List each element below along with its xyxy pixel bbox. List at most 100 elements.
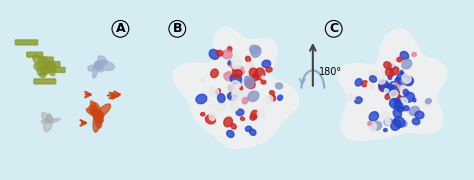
Ellipse shape [379, 80, 388, 92]
Ellipse shape [240, 117, 245, 120]
Ellipse shape [96, 104, 110, 118]
Ellipse shape [388, 64, 395, 69]
Ellipse shape [386, 86, 398, 96]
Ellipse shape [244, 87, 252, 95]
Ellipse shape [231, 55, 240, 65]
Ellipse shape [390, 89, 395, 94]
Ellipse shape [232, 85, 241, 92]
Ellipse shape [393, 109, 401, 118]
Ellipse shape [43, 57, 51, 71]
Ellipse shape [228, 84, 236, 94]
Ellipse shape [270, 91, 274, 95]
Ellipse shape [249, 129, 256, 135]
Ellipse shape [251, 46, 261, 57]
Ellipse shape [227, 72, 236, 80]
Ellipse shape [227, 71, 231, 77]
Ellipse shape [42, 65, 52, 75]
Ellipse shape [216, 89, 220, 94]
Ellipse shape [232, 87, 239, 94]
Ellipse shape [403, 92, 414, 102]
Ellipse shape [388, 85, 399, 95]
Ellipse shape [252, 73, 258, 81]
Ellipse shape [245, 76, 249, 80]
Ellipse shape [249, 68, 258, 78]
Ellipse shape [393, 94, 397, 98]
Ellipse shape [394, 94, 401, 103]
Ellipse shape [230, 64, 235, 68]
Ellipse shape [367, 82, 374, 89]
Ellipse shape [34, 63, 45, 71]
Ellipse shape [348, 94, 356, 101]
Ellipse shape [243, 93, 250, 99]
Ellipse shape [246, 126, 252, 132]
Ellipse shape [362, 81, 367, 87]
Ellipse shape [42, 112, 48, 121]
Ellipse shape [370, 71, 378, 78]
Ellipse shape [37, 68, 46, 77]
Ellipse shape [355, 79, 362, 86]
Ellipse shape [415, 111, 424, 119]
Ellipse shape [275, 83, 283, 89]
Ellipse shape [381, 67, 390, 76]
Ellipse shape [93, 111, 100, 132]
Ellipse shape [234, 89, 237, 93]
Ellipse shape [266, 67, 272, 72]
Ellipse shape [224, 72, 233, 81]
Ellipse shape [41, 120, 49, 123]
Ellipse shape [247, 91, 254, 99]
Ellipse shape [228, 47, 232, 52]
Ellipse shape [91, 101, 100, 121]
Ellipse shape [261, 80, 266, 84]
Ellipse shape [389, 60, 395, 67]
Ellipse shape [396, 99, 401, 103]
Ellipse shape [390, 82, 398, 89]
Ellipse shape [209, 50, 219, 59]
Ellipse shape [245, 76, 254, 88]
Ellipse shape [209, 113, 216, 120]
Ellipse shape [205, 115, 216, 124]
Ellipse shape [355, 97, 362, 103]
Ellipse shape [228, 85, 236, 91]
Text: A: A [116, 22, 125, 35]
Ellipse shape [224, 117, 232, 127]
Ellipse shape [92, 103, 102, 124]
Ellipse shape [367, 82, 373, 88]
Ellipse shape [405, 77, 413, 86]
Ellipse shape [395, 87, 399, 90]
Ellipse shape [396, 84, 401, 89]
Ellipse shape [394, 101, 403, 110]
Ellipse shape [385, 94, 390, 99]
FancyBboxPatch shape [15, 40, 37, 45]
FancyBboxPatch shape [27, 52, 43, 57]
Ellipse shape [376, 76, 385, 84]
Ellipse shape [370, 76, 376, 82]
Ellipse shape [371, 121, 382, 130]
Ellipse shape [395, 82, 402, 90]
Ellipse shape [397, 106, 404, 112]
Ellipse shape [412, 53, 417, 56]
Ellipse shape [40, 64, 55, 75]
Ellipse shape [216, 102, 226, 111]
Ellipse shape [255, 68, 265, 80]
Ellipse shape [412, 118, 420, 125]
Ellipse shape [402, 59, 412, 69]
Ellipse shape [390, 88, 399, 95]
Ellipse shape [210, 69, 219, 78]
Ellipse shape [384, 62, 391, 69]
Ellipse shape [390, 90, 398, 98]
FancyBboxPatch shape [46, 62, 60, 67]
Ellipse shape [239, 86, 243, 90]
Ellipse shape [234, 84, 243, 95]
Ellipse shape [368, 70, 376, 78]
Ellipse shape [231, 124, 236, 129]
Ellipse shape [201, 112, 205, 116]
Ellipse shape [48, 66, 55, 76]
Ellipse shape [266, 95, 273, 104]
Ellipse shape [262, 60, 271, 68]
Ellipse shape [250, 114, 256, 120]
Ellipse shape [246, 65, 255, 73]
Ellipse shape [196, 94, 207, 104]
Ellipse shape [400, 86, 407, 94]
Ellipse shape [395, 57, 402, 62]
Ellipse shape [391, 119, 401, 130]
